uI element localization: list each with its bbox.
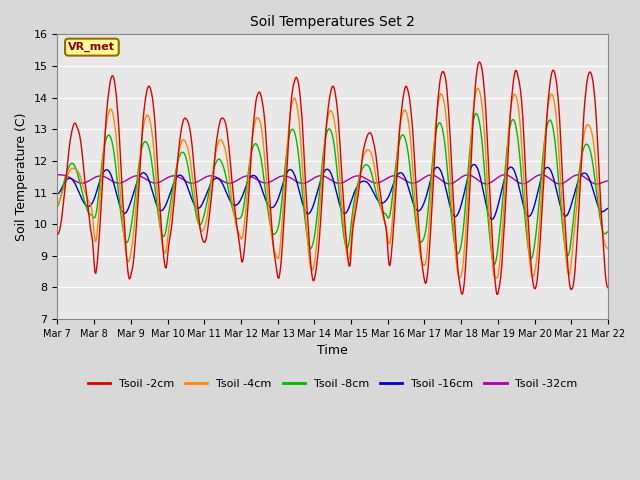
Title: Soil Temperatures Set 2: Soil Temperatures Set 2: [250, 15, 415, 29]
Y-axis label: Soil Temperature (C): Soil Temperature (C): [15, 112, 28, 241]
X-axis label: Time: Time: [317, 344, 348, 357]
Legend: Tsoil -2cm, Tsoil -4cm, Tsoil -8cm, Tsoil -16cm, Tsoil -32cm: Tsoil -2cm, Tsoil -4cm, Tsoil -8cm, Tsoi…: [83, 374, 582, 393]
Text: VR_met: VR_met: [68, 42, 115, 52]
